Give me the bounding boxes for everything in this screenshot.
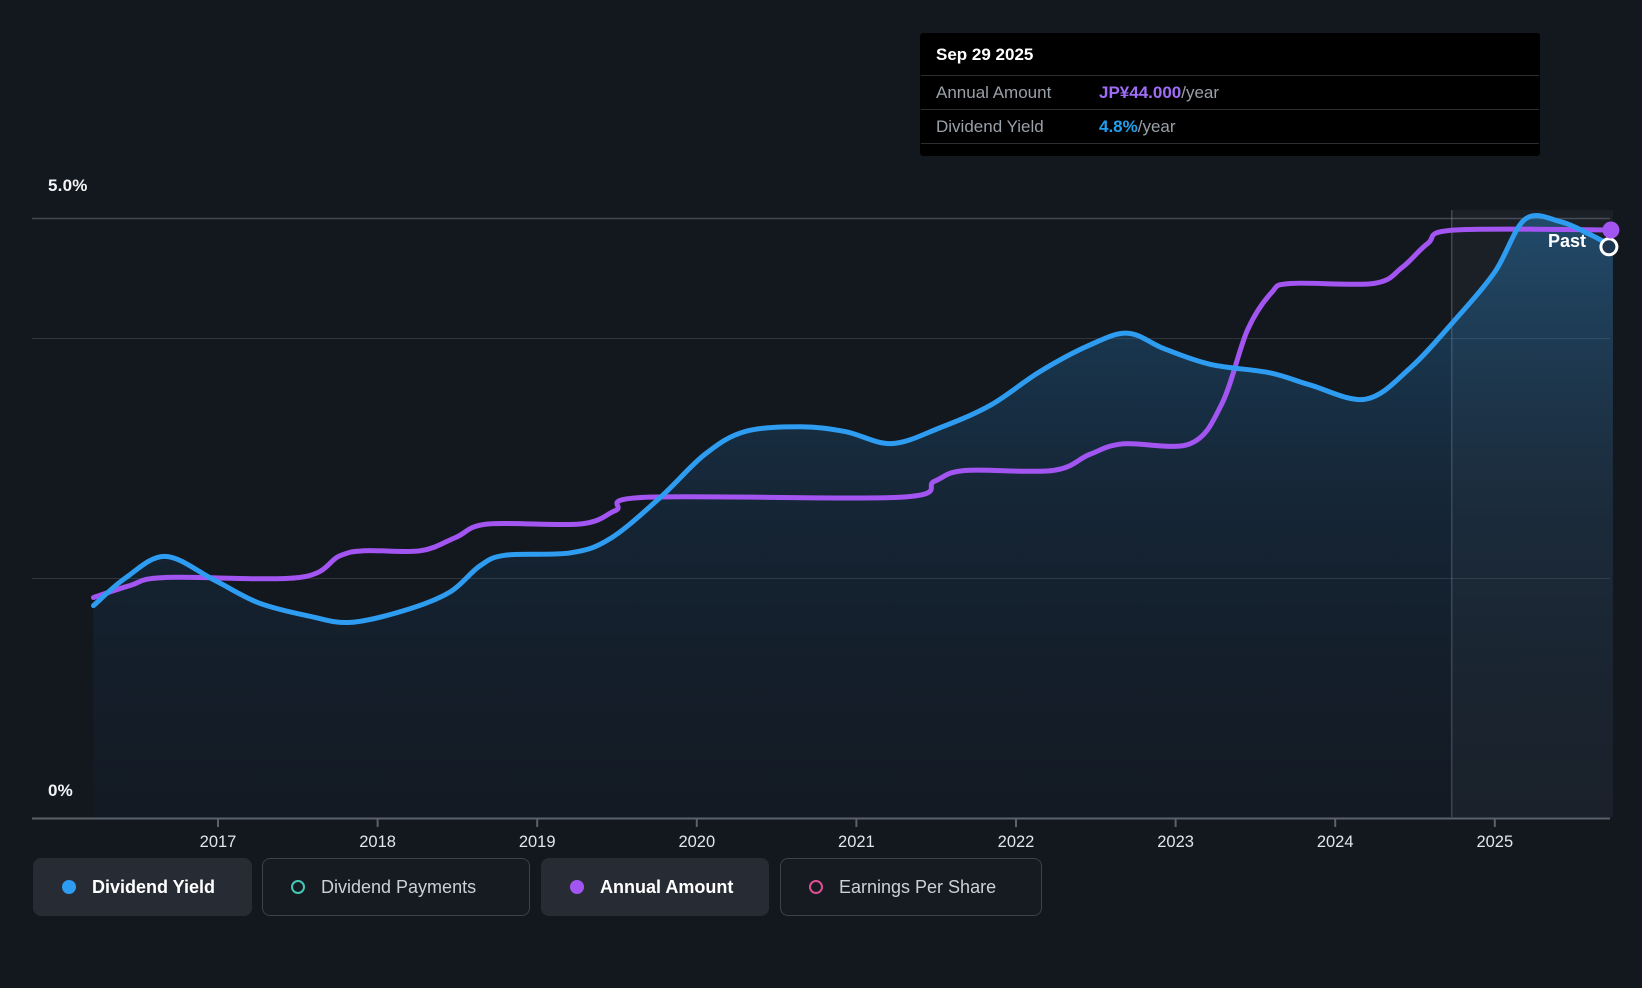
earnings-per-share-ring-icon — [809, 880, 823, 894]
series-lines — [91, 213, 1616, 626]
tooltip-row-dividend-yield: Dividend Yield 4.8% /year — [921, 109, 1539, 144]
legend-button-earnings-per-share[interactable]: Earnings Per Share — [780, 858, 1042, 916]
tooltip-row-annual-amount: Annual Amount JP¥44.000 /year — [921, 75, 1539, 109]
tooltip-value: JP¥44.000 — [1099, 82, 1182, 102]
x-axis-label: 2024 — [1317, 833, 1354, 851]
dividend-yield-end-marker — [1599, 237, 1619, 257]
end-markers — [1599, 221, 1620, 257]
x-axis-label: 2021 — [838, 833, 875, 851]
y-axis-label-top: 5.0% — [48, 176, 88, 195]
legend-label: Annual Amount — [600, 876, 734, 897]
legend-button-dividend-payments[interactable]: Dividend Payments — [262, 858, 530, 916]
x-axis-label: 2023 — [1157, 833, 1194, 851]
x-axis-label: 2019 — [519, 833, 556, 851]
tooltip-label: Dividend Yield — [936, 116, 1044, 136]
legend-label: Dividend Yield — [92, 876, 216, 897]
annual-amount-dot-icon — [570, 880, 584, 894]
x-axis-label: 2018 — [359, 833, 396, 851]
legend-button-annual-amount[interactable]: Annual Amount — [541, 858, 769, 916]
tooltip-label: Annual Amount — [936, 82, 1052, 102]
dividend-yield-line — [91, 213, 1616, 626]
x-axis-label: 2025 — [1476, 833, 1513, 851]
y-axis-label-bottom: 0% — [48, 781, 73, 800]
annual-amount-end-marker — [1602, 221, 1620, 239]
legend-label: Dividend Payments — [321, 876, 477, 897]
dividend-yield-dot-icon — [62, 880, 76, 894]
x-axis-label: 2020 — [678, 833, 715, 851]
yield-area-fill — [93, 215, 1613, 818]
x-axis-label: 2017 — [200, 833, 237, 851]
legend-label: Earnings Per Share — [839, 876, 997, 897]
x-axis-label: 2022 — [998, 833, 1035, 851]
tooltip-suffix: /year — [1137, 116, 1176, 136]
annual-amount-line — [91, 226, 1616, 600]
tooltip-suffix: /year — [1181, 82, 1220, 102]
chart-tooltip: Sep 29 2025 Annual Amount JP¥44.000 /yea… — [920, 33, 1540, 156]
legend-button-dividend-yield[interactable]: Dividend Yield — [33, 858, 252, 916]
yield-area — [93, 215, 1613, 818]
dividend-payments-ring-icon — [291, 880, 305, 894]
past-label: Past — [1548, 231, 1587, 251]
tooltip-date: Sep 29 2025 — [936, 45, 1034, 64]
x-axis: 2017 2018 2019 2020 2021 2022 2023 2024 2025 — [32, 817, 1610, 851]
tooltip-value: 4.8% — [1099, 116, 1138, 136]
